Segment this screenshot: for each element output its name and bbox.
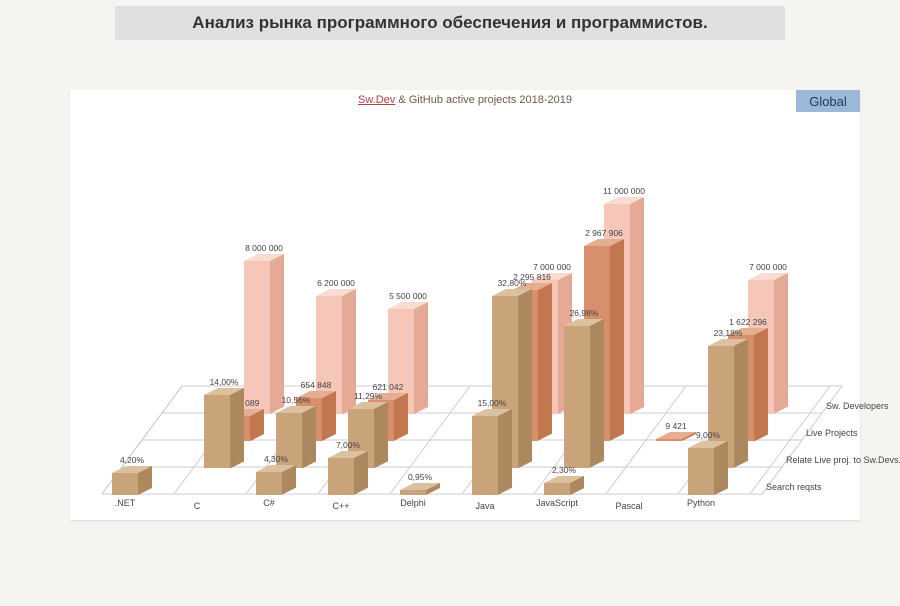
bar-value-label: 654 848 <box>301 380 332 390</box>
bar-value-label: 2,30% <box>552 465 576 475</box>
page-title: Анализ рынка программного обеспечения и … <box>192 13 707 33</box>
bar-value-label: 2 967 906 <box>585 228 623 238</box>
bar <box>112 466 152 502</box>
bar-value-label: 7 000 000 <box>533 262 571 272</box>
category-label: Java <box>475 501 494 511</box>
bar-value-label: 32,80% <box>498 278 527 288</box>
bar-value-label: 11,29% <box>354 391 382 401</box>
bar-value-label: 15,00% <box>478 398 507 408</box>
bar-value-label: 6 200 000 <box>317 278 355 288</box>
bar <box>472 409 512 502</box>
category-label: .NET <box>115 498 136 508</box>
bar-value-label: 4,30% <box>264 454 288 464</box>
category-label: C++ <box>332 501 349 511</box>
bar-value-label: 0,95% <box>408 472 432 482</box>
series-label: Live Projects <box>806 428 858 438</box>
bar-value-label: 9 421 <box>665 421 686 431</box>
series-label: Relate Live proj. to Sw.Devs. <box>786 455 900 465</box>
category-label: C <box>194 501 201 511</box>
bar-value-label: 23,18% <box>714 328 743 338</box>
bar-value-label: 14,00% <box>210 377 239 387</box>
series-label: Sw. Developers <box>826 401 889 411</box>
category-label: C# <box>263 498 275 508</box>
bar <box>564 319 604 475</box>
bar-value-label: 4,20% <box>120 455 144 465</box>
bar <box>244 254 284 421</box>
bar-value-label: 11 000 000 <box>603 186 645 196</box>
chart-plot-area: 8 000 000 6 200 000 5 500 000 7 000 000 11 0… <box>70 90 860 520</box>
category-label: Python <box>687 498 715 508</box>
bar-value-label: 8 000 000 <box>245 243 283 253</box>
bar-value-label: 5 500 000 <box>389 291 427 301</box>
bar-value-label: 26,98% <box>570 308 599 318</box>
page-title-bar: Анализ рынка программного обеспечения и … <box>115 6 785 40</box>
category-label: JavaScript <box>536 498 578 508</box>
bar-value-label: 10,56% <box>282 395 311 405</box>
bar-value-label: 7 000 000 <box>749 262 787 272</box>
bar-value-label: 9,00% <box>696 430 720 440</box>
bar-value-label: 1 622 296 <box>729 317 767 327</box>
bar <box>328 451 368 502</box>
chart-container: Global Sw.Dev & GitHub active projects 2… <box>70 90 860 520</box>
category-label: Delphi <box>400 498 426 508</box>
category-label: Pascal <box>615 501 642 511</box>
bar-value-label: 7,00% <box>336 440 360 450</box>
bar <box>204 388 244 476</box>
series-label: Search reqsts <box>766 482 822 492</box>
bar <box>256 465 296 502</box>
bar <box>688 441 728 502</box>
